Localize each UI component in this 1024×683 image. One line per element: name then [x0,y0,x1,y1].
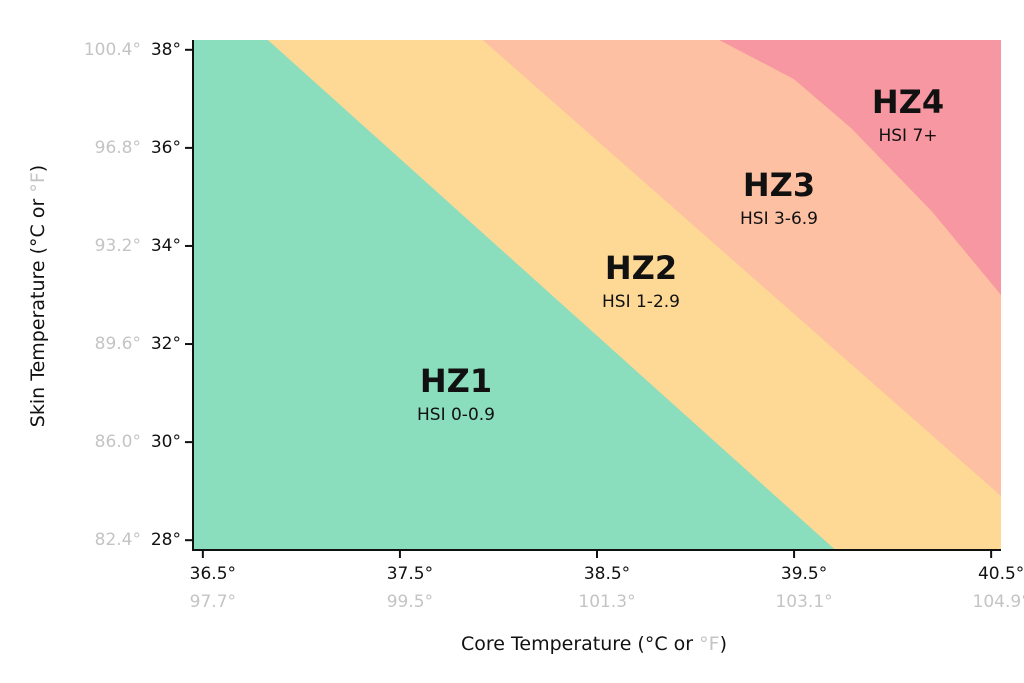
y-tick-alt-label: 86.0° [95,432,141,452]
zone-label: HSI 1-2.9 [602,292,680,312]
y-tick-alt-label: 89.6° [95,334,141,354]
y-tick-alt-label: 96.8° [95,138,141,158]
zone-label: HSI 3-6.9 [740,209,818,229]
x-tick-label: 40.5° [978,564,1024,584]
y-title-part: °F [27,172,49,192]
zone-label: HSI 7+ [878,126,937,146]
y-tick-alt-label: 100.4° [84,40,141,60]
x-tick-label: 37.5° [387,564,433,584]
y-tick-alt-label: 82.4° [95,530,141,550]
y-tick-label: 36° [151,138,181,158]
x-tick-alt-label: 97.7° [190,592,236,612]
x-tick-alt-label: 103.1° [775,592,832,612]
x-tick-alt-label: 104.9° [973,592,1024,612]
x-tick-label: 36.5° [190,564,236,584]
y-tick-alt-label: 93.2° [95,236,141,256]
x-title-part: Core Temperature (°C or [461,633,699,655]
zone [193,40,836,550]
x-tick-label: 38.5° [584,564,630,584]
plot-area [193,40,1001,550]
x-tick-alt-label: 101.3° [578,592,635,612]
x-title-part: ) [720,633,727,655]
y-title-part: Skin Temperature (°C or [27,193,49,428]
zone-name: HZ1 [420,362,492,400]
y-tick-label: 32° [151,334,181,354]
zone-name: HZ2 [605,249,677,287]
zone-label: HSI 0-0.9 [417,405,495,425]
y-title-part: ) [27,165,49,172]
x-title-part: °F [699,633,719,655]
y-tick-label: 38° [151,40,181,60]
x-tick-alt-label: 99.5° [387,592,433,612]
y-tick-label: 30° [151,432,181,452]
y-tick-label: 28° [151,530,181,550]
y-axis-title: Skin Temperature (°C or °F) [27,165,49,427]
x-axis-title: Core Temperature (°C or °F) [461,633,727,655]
x-tick-label: 39.5° [781,564,827,584]
zone-name: HZ3 [743,166,815,204]
y-tick-label: 34° [151,236,181,256]
zone-name: HZ4 [872,83,944,121]
